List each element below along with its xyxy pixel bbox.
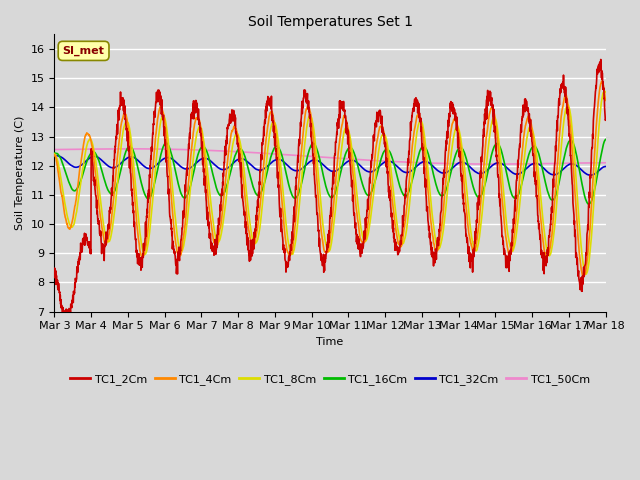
TC1_32Cm — [358, 164, 365, 170]
TC1_4Cm — [346, 139, 354, 145]
TC1_32Cm — [553, 171, 561, 177]
Text: SI_met: SI_met — [63, 46, 104, 56]
TC1_50Cm — [486, 161, 494, 167]
TC1_4Cm — [602, 97, 609, 103]
TC1_4Cm — [568, 148, 576, 154]
TC1_50Cm — [569, 160, 577, 166]
TC1_8Cm — [204, 174, 212, 180]
TC1_50Cm — [358, 157, 366, 163]
TC1_2Cm — [346, 161, 354, 167]
TC1_4Cm — [598, 78, 605, 84]
TC1_50Cm — [602, 160, 609, 166]
TC1_50Cm — [346, 156, 354, 162]
TC1_16Cm — [568, 138, 576, 144]
TC1_32Cm — [586, 172, 594, 178]
TC1_16Cm — [585, 201, 593, 207]
TC1_2Cm — [553, 118, 561, 124]
TC1_16Cm — [358, 179, 365, 185]
TC1_2Cm — [63, 317, 71, 323]
TC1_8Cm — [602, 89, 609, 95]
TC1_8Cm — [490, 114, 498, 120]
TC1_16Cm — [346, 145, 354, 151]
TC1_16Cm — [553, 189, 561, 195]
TC1_2Cm — [602, 117, 609, 122]
TC1_8Cm — [51, 151, 58, 156]
TC1_32Cm — [602, 164, 609, 169]
X-axis label: Time: Time — [316, 337, 344, 347]
TC1_50Cm — [205, 147, 212, 153]
TC1_16Cm — [490, 144, 498, 150]
Legend: TC1_2Cm, TC1_4Cm, TC1_8Cm, TC1_16Cm, TC1_32Cm, TC1_50Cm: TC1_2Cm, TC1_4Cm, TC1_8Cm, TC1_16Cm, TC1… — [66, 370, 595, 389]
TC1_50Cm — [491, 161, 499, 167]
TC1_8Cm — [553, 199, 561, 205]
TC1_4Cm — [51, 152, 58, 158]
TC1_8Cm — [358, 230, 365, 236]
TC1_2Cm — [597, 57, 605, 62]
TC1_4Cm — [490, 109, 498, 115]
Line: TC1_2Cm: TC1_2Cm — [54, 60, 605, 320]
TC1_32Cm — [490, 161, 498, 167]
TC1_2Cm — [568, 182, 576, 188]
TC1_4Cm — [204, 195, 212, 201]
TC1_8Cm — [346, 132, 354, 138]
TC1_16Cm — [51, 150, 58, 156]
TC1_32Cm — [568, 161, 576, 167]
TC1_32Cm — [204, 156, 212, 162]
TC1_16Cm — [602, 137, 609, 143]
TC1_8Cm — [582, 271, 590, 277]
TC1_4Cm — [358, 239, 365, 245]
TC1_32Cm — [346, 158, 354, 164]
TC1_2Cm — [490, 129, 498, 135]
Y-axis label: Soil Temperature (C): Soil Temperature (C) — [15, 116, 25, 230]
TC1_2Cm — [51, 271, 58, 276]
TC1_2Cm — [358, 250, 366, 256]
Line: TC1_4Cm: TC1_4Cm — [54, 81, 605, 277]
TC1_2Cm — [205, 223, 212, 229]
TC1_16Cm — [204, 152, 212, 158]
Line: TC1_32Cm: TC1_32Cm — [54, 156, 605, 175]
TC1_50Cm — [554, 161, 561, 167]
Line: TC1_16Cm: TC1_16Cm — [54, 140, 605, 204]
Line: TC1_50Cm: TC1_50Cm — [54, 149, 605, 164]
TC1_50Cm — [51, 146, 58, 152]
TC1_50Cm — [108, 146, 116, 152]
Line: TC1_8Cm: TC1_8Cm — [54, 92, 605, 274]
TC1_4Cm — [553, 168, 561, 174]
TC1_4Cm — [579, 274, 587, 280]
Title: Soil Temperatures Set 1: Soil Temperatures Set 1 — [248, 15, 413, 29]
TC1_32Cm — [51, 153, 58, 158]
TC1_8Cm — [568, 126, 576, 132]
